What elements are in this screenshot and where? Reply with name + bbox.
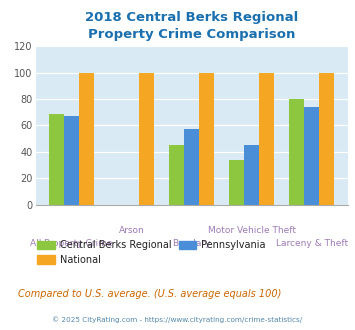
Legend: Central Berks Regional, National, Pennsylvania: Central Berks Regional, National, Pennsy… — [33, 236, 270, 269]
Bar — [64, 116, 79, 205]
Bar — [139, 73, 154, 205]
Bar — [304, 107, 320, 205]
Bar — [49, 114, 64, 205]
Bar — [320, 73, 334, 205]
Text: All Property Crime: All Property Crime — [30, 239, 113, 248]
Text: © 2025 CityRating.com - https://www.cityrating.com/crime-statistics/: © 2025 CityRating.com - https://www.city… — [53, 316, 302, 323]
Bar — [199, 73, 214, 205]
Text: Motor Vehicle Theft: Motor Vehicle Theft — [208, 226, 296, 235]
Text: Burglary: Burglary — [173, 239, 211, 248]
Text: Arson: Arson — [119, 226, 144, 235]
Bar — [259, 73, 274, 205]
Bar — [244, 145, 259, 205]
Text: Compared to U.S. average. (U.S. average equals 100): Compared to U.S. average. (U.S. average … — [18, 289, 281, 299]
Bar — [229, 160, 244, 205]
Bar — [79, 73, 94, 205]
Title: 2018 Central Berks Regional
Property Crime Comparison: 2018 Central Berks Regional Property Cri… — [85, 11, 298, 41]
Bar — [169, 145, 184, 205]
Bar — [289, 99, 304, 205]
Bar — [184, 129, 199, 205]
Text: Larceny & Theft: Larceny & Theft — [276, 239, 348, 248]
